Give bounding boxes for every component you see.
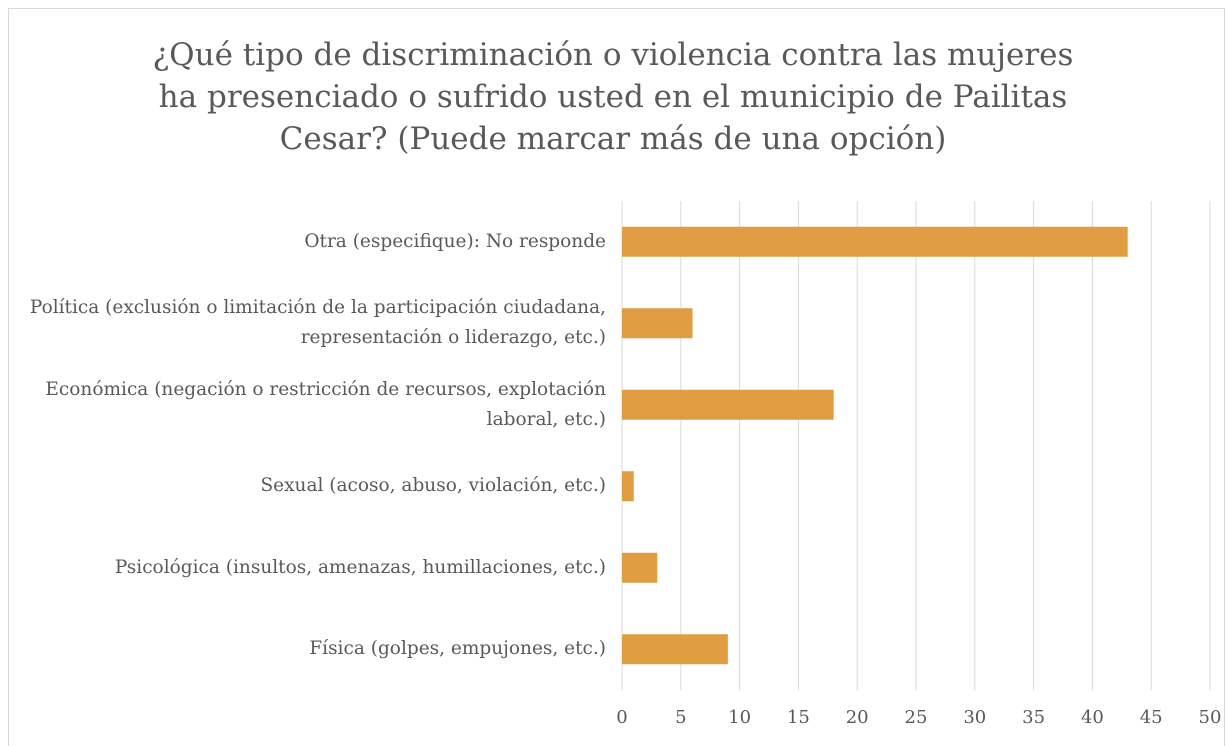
bar (622, 226, 1128, 257)
x-tick-label: 30 (963, 707, 986, 728)
y-tick-label: Física (golpes, empujones, etc.) (309, 638, 606, 660)
bar (622, 471, 634, 502)
chart-border (8, 8, 1225, 746)
bar (622, 389, 834, 420)
x-tick-label: 35 (1022, 707, 1045, 728)
x-tick-label: 45 (1140, 707, 1163, 728)
y-tick-label: Sexual (acoso, abuso, violación, etc.) (260, 475, 606, 497)
x-tick-label: 50 (1199, 707, 1222, 728)
bar (622, 552, 658, 583)
chart-title: ¿Qué tipo de discriminación o violencia … (152, 37, 1074, 157)
y-tick-label: Psicológica (insultos, amenazas, humilla… (114, 556, 606, 578)
x-tick-label: 40 (1081, 707, 1104, 728)
y-tick-label: Política (exclusión o limitación de la p… (29, 297, 606, 349)
x-tick-label: 25 (905, 707, 928, 728)
y-tick-label: Otra (especifique): No responde (304, 230, 606, 252)
bar (622, 634, 728, 665)
y-tick-label: Económica (negación o restricción de rec… (45, 378, 606, 430)
x-tick-label: 5 (675, 707, 686, 728)
bar (622, 308, 693, 339)
x-tick-label: 10 (728, 707, 751, 728)
x-tick-label: 0 (616, 707, 627, 728)
x-tick-label: 15 (787, 707, 810, 728)
x-tick-label: 20 (846, 707, 869, 728)
